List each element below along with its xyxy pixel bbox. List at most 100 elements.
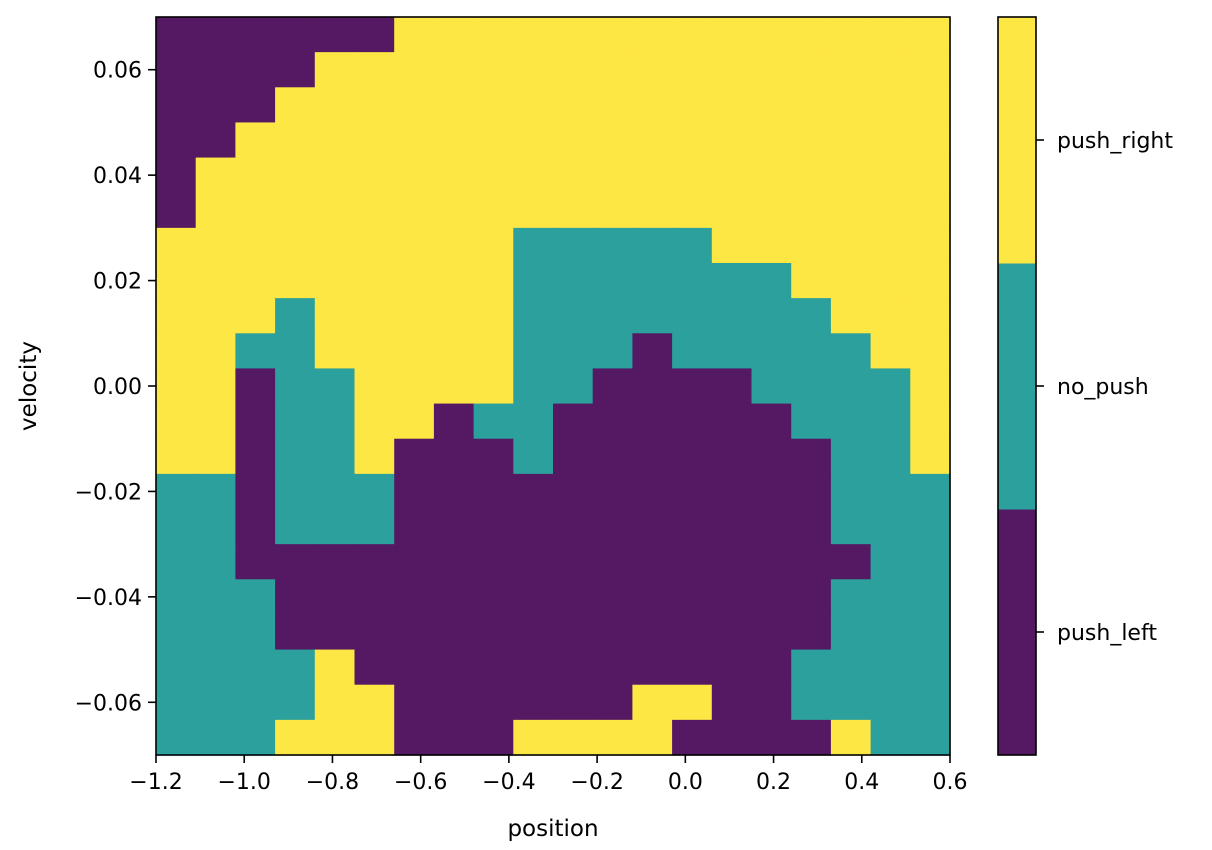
heatmap-cell: [830, 227, 872, 264]
heatmap-cell: [275, 509, 316, 545]
heatmap-cell: [156, 719, 197, 756]
heatmap-cell: [156, 649, 197, 686]
heatmap-cell: [711, 17, 753, 53]
heatmap-cell: [513, 544, 554, 580]
heatmap-cell: [830, 403, 872, 440]
heatmap-cell: [513, 473, 554, 510]
x-tick-label: −1.2: [129, 770, 182, 795]
heatmap-cell: [592, 157, 633, 194]
heatmap-cell: [870, 614, 911, 651]
heatmap-cell: [791, 579, 832, 616]
heatmap-cell: [513, 368, 554, 405]
heatmap-cell: [195, 544, 236, 580]
colorbar-segment-no-push: [998, 263, 1036, 510]
heatmap-cell: [354, 192, 395, 229]
heatmap-cell: [235, 719, 276, 756]
heatmap-cell: [394, 263, 435, 299]
heatmap-cell: [592, 544, 633, 580]
heatmap-cell: [513, 509, 554, 545]
heatmap-cell: [513, 157, 554, 194]
heatmap-cell: [354, 17, 395, 53]
heatmap-cell: [632, 192, 673, 229]
heatmap-cell: [830, 473, 872, 510]
heatmap-cell: [513, 649, 554, 686]
heatmap-cell: [433, 17, 475, 53]
heatmap-cell: [275, 227, 316, 264]
heatmap-cell: [473, 719, 514, 756]
heatmap-cell: [910, 403, 951, 440]
y-tick-label: 0.06: [93, 59, 142, 84]
heatmap-cell: [592, 719, 633, 756]
heatmap-cell: [910, 52, 951, 88]
heatmap-cell: [156, 403, 197, 440]
heatmap-cell: [394, 473, 435, 510]
heatmap-cell: [394, 122, 435, 159]
heatmap-cell: [156, 298, 197, 334]
x-tick-label: −0.6: [394, 770, 447, 795]
heatmap-cell: [910, 263, 951, 299]
heatmap-cell: [632, 122, 673, 159]
heatmap-cell: [513, 122, 554, 159]
x-axis-label: position: [507, 816, 598, 842]
heatmap-cell: [910, 719, 951, 756]
heatmap-cell: [195, 52, 236, 88]
heatmap-cell: [553, 227, 594, 264]
heatmap-cell: [751, 87, 792, 124]
x-axis: −1.2 −1.0 −0.8 −0.6 −0.4 −0.2 0.0 0.2 0.4 0.6: [129, 755, 968, 795]
heatmap-cell: [156, 157, 197, 194]
heatmap-cell: [275, 368, 316, 405]
heatmap-cell: [195, 157, 236, 194]
heatmap-cell: [314, 192, 356, 229]
heatmap-cell: [592, 473, 633, 510]
heatmap-cell: [513, 719, 554, 756]
heatmap-cell: [156, 52, 197, 88]
heatmap-cell: [592, 52, 633, 88]
heatmap-cell: [513, 17, 554, 53]
heatmap-cell: [513, 579, 554, 616]
heatmap-cell: [433, 473, 475, 510]
heatmap-cell: [473, 192, 514, 229]
heatmap-cell: [433, 122, 475, 159]
heatmap-cell: [433, 227, 475, 264]
heatmap-cell: [513, 684, 554, 721]
heatmap-cell: [235, 579, 276, 616]
heatmap-cell: [513, 227, 554, 264]
heatmap-cell: [314, 227, 356, 264]
heatmap-cell: [195, 403, 236, 440]
heatmap-cell: [870, 649, 911, 686]
colorbar-tick-label: push_right: [1057, 129, 1173, 154]
heatmap-cell: [791, 684, 832, 721]
heatmap-cell: [314, 333, 356, 370]
colorbar-tick-label: no_push: [1057, 375, 1149, 400]
heatmap-cell: [156, 227, 197, 264]
heatmap-cell: [354, 227, 395, 264]
heatmap-cell: [314, 122, 356, 159]
heatmap-cell: [354, 614, 395, 651]
heatmap-cell: [553, 649, 594, 686]
heatmap-cell: [473, 122, 514, 159]
heatmap-cell: [711, 122, 753, 159]
heatmap-cell: [195, 263, 236, 299]
heatmap-cell: [632, 473, 673, 510]
heatmap-cell: [473, 52, 514, 88]
heatmap-cell: [433, 192, 475, 229]
heatmap-cell: [751, 122, 792, 159]
heatmap-cell: [672, 403, 713, 440]
heatmap-cell: [354, 544, 395, 580]
heatmap-cell: [791, 544, 832, 580]
heatmap-cell: [473, 298, 514, 334]
heatmap-cell: [275, 263, 316, 299]
heatmap-cell: [791, 17, 832, 53]
heatmap-cell: [711, 263, 753, 299]
heatmap-cell: [314, 614, 356, 651]
heatmap-cell: [195, 438, 236, 475]
heatmap-cell: [275, 614, 316, 651]
heatmap-cell: [235, 263, 276, 299]
heatmap-cell: [632, 649, 673, 686]
heatmap-cell: [156, 368, 197, 405]
heatmap-cell: [513, 333, 554, 370]
heatmap-cell: [473, 438, 514, 475]
heatmap-cell: [433, 438, 475, 475]
heatmap-cell: [711, 192, 753, 229]
heatmap-cell: [433, 544, 475, 580]
